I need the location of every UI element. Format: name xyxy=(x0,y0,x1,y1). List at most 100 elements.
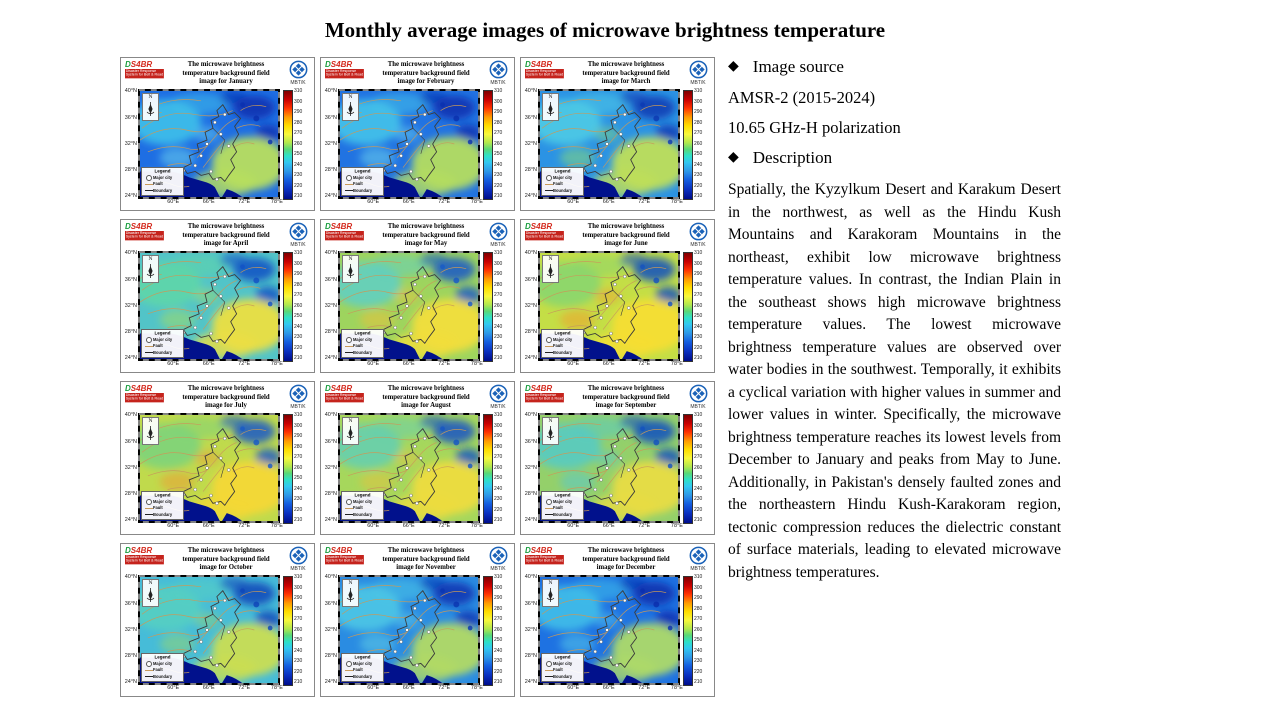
fault-line-icon xyxy=(344,183,353,185)
colorbar-tick-label: 240 xyxy=(694,647,703,654)
colorbar-tick-label: 250 xyxy=(494,151,503,157)
panel-title-line3: image for September xyxy=(595,402,657,410)
colorbar-tick-label: 260 xyxy=(694,140,703,147)
lon-tick-label: 66°E xyxy=(602,685,615,691)
panel-title-line1: The microwave brightness xyxy=(387,223,465,230)
panel-title-line2: temperature background field xyxy=(382,231,470,239)
lon-tick-label: 60°E xyxy=(167,361,180,367)
ds4br-logo-text: DS4BR xyxy=(125,546,153,555)
fault-line-icon xyxy=(544,507,553,509)
lat-tick-label: 28°N xyxy=(524,491,537,498)
institute-emblem-icon xyxy=(689,60,708,79)
panel-title: The microwave brightness temperature bac… xyxy=(167,222,285,249)
institute-emblem-icon xyxy=(489,546,508,565)
colorbar-unit-label: MBT/K xyxy=(490,80,506,86)
major-city-icon xyxy=(344,660,353,667)
panel-title-line2: temperature background field xyxy=(582,231,670,239)
colorbar-gradient xyxy=(683,252,693,362)
colorbar-tick-label: 220 xyxy=(294,344,303,351)
longitude-axis: 60°E 66°E 72°E 78°E xyxy=(142,361,284,370)
ds4br-logo-text: DS4BR xyxy=(125,384,153,393)
panel-corner: MBT/K xyxy=(485,222,511,248)
lat-tick-label: 24°N xyxy=(324,354,337,361)
latitude-axis: 40°N 36°N 32°N 28°N 24°N xyxy=(524,412,538,523)
map: N Legend Major city Fault Boundary xyxy=(138,251,280,361)
colorbar-tick-label: 220 xyxy=(694,668,703,675)
panel-header: DS4BR Disaster Response System for Belt … xyxy=(125,546,311,574)
colorbar-tick-label: 260 xyxy=(694,302,703,309)
colorbar-tick-label: 260 xyxy=(494,464,503,471)
lon-tick-label: 72°E xyxy=(238,199,251,205)
boundary-line-icon xyxy=(544,352,553,354)
legend-item-label: Major city xyxy=(553,337,573,343)
legend-item-label: Boundary xyxy=(353,350,373,356)
map-legend: Legend Major city Fault Boundary xyxy=(541,652,584,682)
lon-tick-label: 72°E xyxy=(238,361,251,367)
lat-tick-label: 28°N xyxy=(524,167,537,174)
longitude-axis: 60°E 66°E 72°E 78°E xyxy=(542,199,684,208)
lat-tick-label: 24°N xyxy=(524,192,537,199)
legend-item-label: Boundary xyxy=(553,188,573,194)
panel-title-line2: temperature background field xyxy=(182,555,270,563)
colorbar: 310 300 290 280 270 260 250 240 230 220 210 xyxy=(683,574,703,686)
image-source-heading-label: Image source xyxy=(752,57,844,76)
colorbar-tick-label: 290 xyxy=(694,109,703,115)
longitude-axis: 60°E 66°E 72°E 78°E xyxy=(142,523,284,532)
lon-tick-label: 60°E xyxy=(567,685,580,691)
legend-item: Boundary xyxy=(344,674,381,681)
colorbar-ticks: 310 300 290 280 270 260 250 240 230 220 210 xyxy=(294,251,302,361)
lat-tick-label: 40°N xyxy=(324,88,337,95)
legend-title: Legend xyxy=(154,330,171,336)
colorbar-tick-label: 300 xyxy=(294,584,303,591)
north-label: N xyxy=(548,256,553,262)
colorbar-tick-label: 300 xyxy=(694,260,703,267)
longitude-axis: 60°E 66°E 72°E 78°E xyxy=(342,199,484,208)
ds4br-logo-subtext: Disaster Response System for Belt & Road xyxy=(325,231,364,240)
colorbar: 310 300 290 280 270 260 250 240 230 220 210 xyxy=(283,251,302,362)
colorbar-tick-label: 240 xyxy=(294,647,303,654)
lon-tick-label: 78°E xyxy=(270,685,283,691)
institute-emblem-icon xyxy=(489,60,508,79)
institute-emblem-icon xyxy=(689,384,708,403)
source-sensor: AMSR-2 (2015-2024) xyxy=(728,88,876,107)
month-panel-april: DS4BR Disaster Response System for Belt … xyxy=(120,219,315,373)
panel-title-line1: The microwave brightness xyxy=(187,385,265,392)
ds4br-logo-text: DS4BR xyxy=(325,222,353,231)
legend-item-label: Fault xyxy=(353,667,363,673)
ds4br-logo-text: DS4BR xyxy=(325,384,353,393)
legend-item: Boundary xyxy=(344,350,381,357)
colorbar-tick-label: 290 xyxy=(694,433,703,439)
colorbar-tick-label: 310 xyxy=(694,574,703,580)
panel-title-line1: The microwave brightness xyxy=(587,223,665,230)
colorbar-tick-label: 220 xyxy=(694,182,703,189)
lat-tick-label: 32°N xyxy=(124,303,137,309)
lat-tick-label: 36°N xyxy=(324,276,337,283)
major-city-icon xyxy=(544,336,553,343)
latitude-axis: 40°N 36°N 32°N 28°N 24°N xyxy=(525,250,538,361)
lon-tick-label: 60°E xyxy=(567,523,580,529)
ds4br-logo: DS4BR Disaster Response System for Belt … xyxy=(125,384,167,406)
boundary-line-icon xyxy=(544,190,553,192)
lat-tick-label: 24°N xyxy=(124,516,137,523)
panel-title-line2: temperature background field xyxy=(182,231,270,239)
colorbar-tick-label: 270 xyxy=(294,292,303,298)
legend-item-label: Boundary xyxy=(553,350,573,356)
panel-header: DS4BR Disaster Response System for Belt … xyxy=(325,222,511,250)
legend-item-label: Boundary xyxy=(153,188,173,194)
legend-item-label: Boundary xyxy=(153,350,173,356)
description-heading-label: Description xyxy=(752,148,833,167)
panel-header: DS4BR Disaster Response System for Belt … xyxy=(525,60,711,88)
legend-item-label: Fault xyxy=(153,667,163,673)
lat-tick-label: 28°N xyxy=(324,329,337,336)
colorbar-tick-label: 250 xyxy=(694,151,703,157)
colorbar-ticks: 310 300 290 280 270 260 250 240 230 220 210 xyxy=(694,89,702,199)
boundary-line-icon xyxy=(344,190,353,192)
colorbar-tick-label: 210 xyxy=(294,517,303,523)
lat-tick-label: 32°N xyxy=(124,465,137,471)
panel-body: 40°N 36°N 32°N 28°N 24°N xyxy=(524,412,711,524)
legend-item-label: Fault xyxy=(553,667,563,673)
panel-title: The microwave brightness temperature bac… xyxy=(367,546,485,573)
colorbar-tick-label: 290 xyxy=(294,433,303,439)
lat-tick-label: 40°N xyxy=(324,412,337,419)
major-city-icon xyxy=(344,498,353,505)
